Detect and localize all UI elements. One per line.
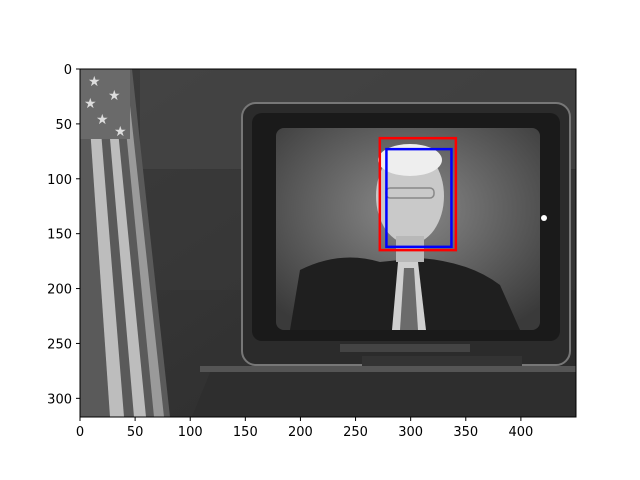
x-tick-label: 200 [288,425,313,440]
red-box [378,136,458,252]
x-tick-label: 0 [76,425,84,440]
flag-graphic: ★ ★ ★ ★ ★ [80,69,170,417]
x-tick-label: 50 [127,425,144,440]
svg-text:★: ★ [84,96,97,112]
y-tick-label: 100 [47,173,72,188]
x-tick-label: 150 [233,425,258,440]
y-tick-label: 300 [47,392,72,407]
blue-box [385,147,453,249]
x-tick-label: 300 [398,425,423,440]
svg-text:★: ★ [114,124,127,140]
svg-text:★: ★ [96,112,109,128]
y-tick-label: 150 [47,228,72,243]
x-tick-label: 350 [453,425,478,440]
y-axis: 0 50 100 150 200 250 300 [47,63,80,407]
y-tick-label: 250 [47,337,72,352]
photo-image: ★ ★ ★ ★ ★ [80,69,576,417]
plot-area [79,68,577,418]
x-tick-label: 250 [343,425,368,440]
x-tick-label: 400 [508,425,533,440]
television-graphic [241,102,571,370]
y-tick-label: 0 [64,63,72,78]
svg-text:★: ★ [88,74,101,90]
svg-text:★: ★ [108,88,121,104]
y-tick-label: 50 [55,118,72,133]
x-tick-label: 100 [178,425,203,440]
y-tick-label: 200 [47,283,72,298]
x-axis: 0 50 100 150 200 250 300 350 400 [76,417,533,440]
